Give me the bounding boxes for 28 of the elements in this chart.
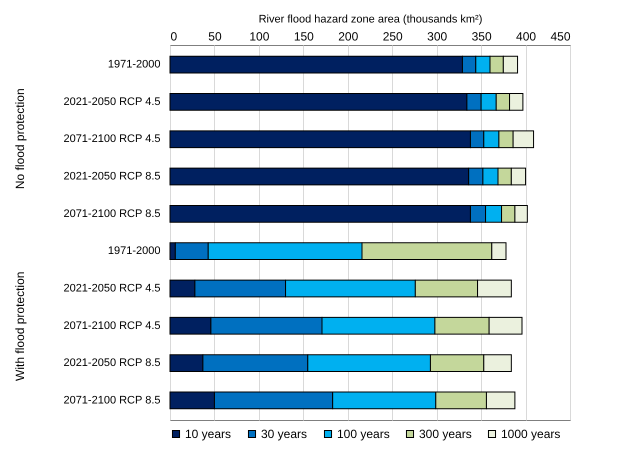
y-tick-label: 2071-2100 RCP 4.5 <box>63 133 160 146</box>
x-tick-label: 300 <box>427 30 448 44</box>
y-tick-label: 2071-2100 RCP 8.5 <box>63 208 160 220</box>
legend-label: 100 years <box>337 427 390 441</box>
x-tick-label: 150 <box>294 30 314 44</box>
x-tick-label: 250 <box>382 30 404 44</box>
x-tick-label: 350 <box>472 30 492 44</box>
x-tick-label: 100 <box>249 30 270 44</box>
text: With flood protection <box>13 272 27 381</box>
legend-label: 10 years <box>185 427 232 441</box>
x-tick-label: 200 <box>338 30 359 44</box>
y-tick-label: 2021-2050 RCP 4.5 <box>63 96 160 108</box>
x-tick-label: 450 <box>550 30 571 44</box>
y-tick-label: 1971-2000 <box>108 58 160 71</box>
x-axis-title: River flood hazard zone area (thousands km²) <box>258 14 482 26</box>
x-tick-label: 0 <box>170 30 178 44</box>
x-tick-label: 400 <box>516 30 536 44</box>
y-tick-label: 2021-2050 RCP 8.5 <box>63 170 160 183</box>
legend-label: 1000 years <box>501 427 560 441</box>
legend-label: 30 years <box>261 427 308 441</box>
y-tick-label: 2071-2100 RCP 4.5 <box>63 320 160 332</box>
legend-label: 300 years <box>419 427 472 441</box>
x-tick-label: 50 <box>208 30 222 44</box>
y-tick-label: 2021-2050 RCP 8.5 <box>63 357 160 370</box>
text: No flood protection <box>13 88 27 190</box>
y-tick-label: 2071-2100 RCP 8.5 <box>63 394 160 406</box>
y-tick-label: 1971-2000 <box>108 245 160 258</box>
y-tick-label: 2021-2050 RCP 4.5 <box>63 282 160 294</box>
